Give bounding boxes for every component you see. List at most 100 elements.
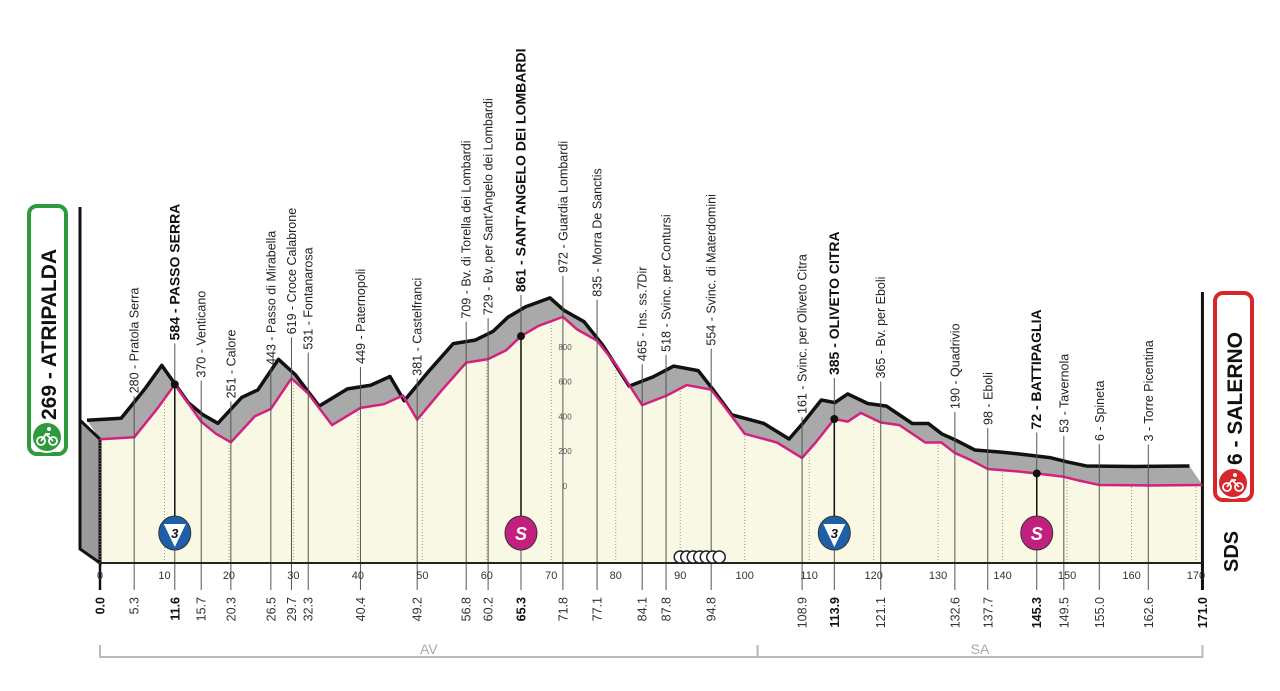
waypoint-label: 531 - Fontanarosa bbox=[302, 247, 316, 349]
x-tick-label: 80 bbox=[610, 570, 622, 582]
waypoint-label: 518 - Svinc. per Contursi bbox=[660, 214, 674, 352]
waypoint-km-label: 162.6 bbox=[1142, 597, 1156, 628]
waypoint-km-label: 155.0 bbox=[1093, 597, 1107, 628]
waypoint-km-label: 149.5 bbox=[1057, 597, 1071, 628]
waypoint-km-label: 132.6 bbox=[948, 597, 962, 628]
intermediate-sprint-icon: S bbox=[504, 515, 538, 551]
x-tick-label: 90 bbox=[674, 570, 686, 582]
triangle-icon bbox=[823, 524, 846, 547]
x-tick-label: 170 bbox=[1187, 570, 1205, 582]
bicycle-icon bbox=[31, 421, 63, 453]
waypoint-label: 280 - Pratola Serra bbox=[128, 288, 142, 394]
kom-category-icon: 3 bbox=[817, 515, 851, 551]
waypoint-km-label: 32.3 bbox=[302, 597, 316, 621]
waypoint-label: 3 - Torre Picentina bbox=[1142, 340, 1156, 441]
waypoint-km-label: 65.3 bbox=[514, 597, 528, 621]
waypoint-km-label: 145.3 bbox=[1030, 597, 1044, 628]
waypoint-km-label: 0.0 bbox=[94, 597, 108, 614]
marker-category: 3 bbox=[171, 526, 179, 541]
waypoint-km-label: 94.8 bbox=[705, 597, 719, 621]
y-tick-label: 400 bbox=[558, 412, 572, 421]
marker-badge bbox=[504, 515, 538, 551]
profile-top-band bbox=[87, 297, 1203, 486]
x-tick-label: 150 bbox=[1058, 570, 1076, 582]
marker-category: S bbox=[515, 524, 527, 544]
triangle-icon bbox=[163, 524, 186, 547]
start-label: 269 - ATRIPALDA bbox=[38, 249, 61, 420]
x-tick-label: 160 bbox=[1122, 570, 1140, 582]
waypoint-label: 861 - SANT'ANGELO DEI LOMBARDI bbox=[512, 48, 528, 292]
marker-dot bbox=[170, 380, 179, 389]
waypoint-label: 729 - Bv. per Sant'Angelo dei Lombardi bbox=[482, 98, 496, 315]
x-tick-label: 70 bbox=[545, 570, 557, 582]
feed-bag-icon bbox=[712, 550, 726, 564]
bicycle-icon bbox=[1217, 467, 1249, 499]
waypoint-km-label: 171.0 bbox=[1196, 597, 1210, 628]
waypoint-km-label: 108.9 bbox=[796, 597, 810, 628]
waypoint-km-label: 60.2 bbox=[482, 597, 496, 621]
waypoint-label: 584 - PASSO SERRA bbox=[166, 204, 182, 341]
x-tick-label: 60 bbox=[481, 570, 493, 582]
finish-label: 6 - SALERNO bbox=[1224, 332, 1247, 465]
x-tick-label: 140 bbox=[993, 570, 1011, 582]
marker-dot bbox=[1032, 469, 1041, 478]
waypoint-label: 449 - Paternopoli bbox=[354, 269, 368, 364]
waypoint-label: 443 - Passo di Mirabella bbox=[264, 231, 278, 365]
marker-dot bbox=[830, 415, 839, 424]
waypoint-label: 72 - BATTIPAGLIA bbox=[1028, 309, 1044, 429]
kom-category-icon: 3 bbox=[158, 515, 192, 551]
marker-dot bbox=[516, 332, 525, 341]
waypoint-label: 6 - Spineta bbox=[1093, 380, 1107, 441]
waypoint-km-label: 29.7 bbox=[285, 597, 299, 621]
profile-start-wall bbox=[78, 416, 102, 566]
waypoint-label: 835 - Morra De Sanctis bbox=[591, 168, 605, 297]
waypoint-label: 709 - Bv. di Torella dei Lombardi bbox=[460, 141, 474, 319]
marker-badge bbox=[1020, 515, 1054, 551]
waypoint-km-label: 113.9 bbox=[828, 597, 842, 628]
waypoint-km-label: 40.4 bbox=[354, 597, 368, 621]
waypoint-km-label: 77.1 bbox=[591, 597, 605, 621]
x-tick-label: 100 bbox=[736, 570, 754, 582]
waypoint-km-label: 137.7 bbox=[981, 597, 995, 628]
waypoint-label: 161 - Svinc. per Oliveto Citra bbox=[796, 254, 810, 414]
feed-zone-icon bbox=[673, 550, 726, 564]
marker-category: S bbox=[1031, 524, 1043, 544]
x-tick-label: 120 bbox=[864, 570, 882, 582]
waypoint-label: 381 - Castelfranci bbox=[411, 278, 425, 376]
sds-logo: SDS bbox=[1221, 531, 1243, 572]
province-label: SA bbox=[971, 641, 990, 657]
waypoint-label: 385 - OLIVETO CITRA bbox=[826, 231, 842, 375]
intermediate-sprint-icon: S bbox=[1020, 515, 1054, 551]
x-tick-label: 50 bbox=[416, 570, 428, 582]
waypoint-label: 365 - Bv. per Eboli bbox=[874, 277, 888, 379]
x-tick-label: 20 bbox=[223, 570, 235, 582]
province-bracket bbox=[756, 645, 1204, 658]
waypoint-km-label: 49.2 bbox=[411, 597, 425, 621]
waypoint-km-label: 15.7 bbox=[195, 597, 209, 621]
waypoint-km-label: 20.3 bbox=[224, 597, 238, 621]
waypoint-label: 190 - Quadrivio bbox=[948, 323, 962, 409]
x-tick-label: 30 bbox=[287, 570, 299, 582]
waypoint-label: 370 - Venticano bbox=[195, 291, 209, 378]
finish-badge: 6 - SALERNO bbox=[1213, 291, 1254, 502]
waypoint-label: 251 - Calore bbox=[224, 329, 238, 398]
y-tick-label: 200 bbox=[558, 447, 572, 456]
waypoint-label: 53 - Tavernola bbox=[1057, 354, 1071, 433]
x-tick-label: 110 bbox=[800, 570, 818, 582]
start-badge: 269 - ATRIPALDA bbox=[27, 204, 68, 456]
province-label: AV bbox=[420, 641, 438, 657]
waypoint-km-label: 84.1 bbox=[636, 597, 650, 621]
waypoint-km-label: 56.8 bbox=[460, 597, 474, 621]
waypoint-label: 98 - Eboli bbox=[981, 372, 995, 425]
x-tick-label: 0 bbox=[97, 570, 103, 582]
waypoint-label: 554 - Svinc. di Materdomini bbox=[705, 194, 719, 345]
waypoint-label: 972 - Guardia Lombardi bbox=[556, 141, 570, 273]
x-tick-label: 130 bbox=[929, 570, 947, 582]
waypoint-km-label: 11.6 bbox=[168, 597, 182, 621]
profile-line bbox=[99, 315, 1203, 487]
y-tick-label: 800 bbox=[558, 343, 572, 352]
waypoint-km-label: 121.1 bbox=[874, 597, 888, 628]
x-tick-label: 10 bbox=[158, 570, 170, 582]
y-tick-label: 600 bbox=[558, 378, 572, 387]
